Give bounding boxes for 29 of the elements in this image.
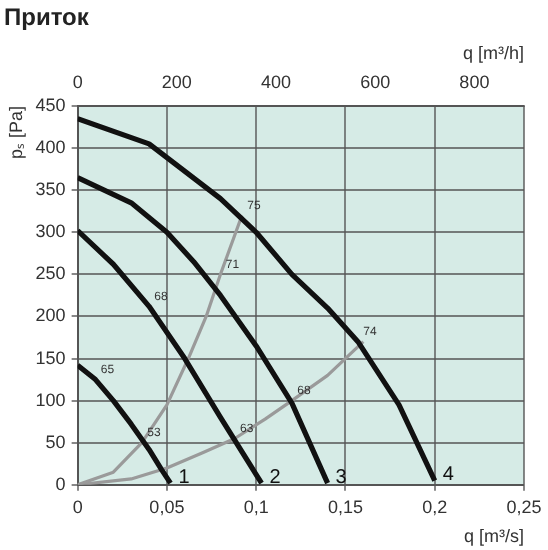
x2-tick-label: 800 [459,72,490,93]
y-tick-label: 200 [35,305,66,326]
y-tick-label: 150 [35,347,66,368]
series-label: 1 [178,466,191,489]
y-tick-label: 50 [45,431,66,452]
y-tick-label: 0 [55,473,66,494]
series-label: 4 [442,464,455,487]
y-tick-label: 400 [35,137,66,158]
chart-title: Приток [4,3,91,32]
x2-axis-title: q [m³/h] [462,42,524,63]
x2-tick-label: 600 [360,72,391,93]
x2-tick-label: 0 [72,72,83,93]
x-tick-label: 0,25 [506,496,542,517]
y-tick-label: 250 [35,263,66,284]
x-tick-label: 0,15 [327,496,363,517]
x2-tick-label: 200 [161,72,192,93]
y-axis-title: pₛ [Pa] [5,106,26,160]
series-label: 3 [335,466,348,489]
y-tick-label: 100 [35,389,66,410]
x-tick-label: 0,2 [422,496,448,517]
y-tick-label: 450 [35,94,66,115]
x-tick-label: 0,05 [149,496,185,517]
x-tick-label: 0 [72,496,83,517]
y-tick-label: 350 [35,179,66,200]
series-label: 2 [269,466,282,489]
y-tick-label: 300 [35,221,66,242]
x-tick-label: 0,1 [243,496,269,517]
x2-tick-label: 400 [260,72,292,93]
x-axis-title: q [m³/s] [463,526,524,547]
